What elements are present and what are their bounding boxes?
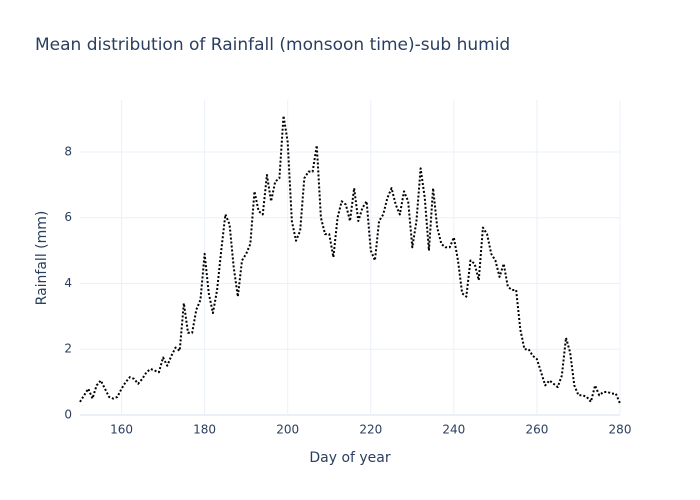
x-tick-label: 180 (193, 423, 216, 437)
x-axis-title: Day of year (309, 450, 391, 466)
x-tick-label: 220 (359, 423, 382, 437)
y-tick-label: 4 (64, 276, 72, 290)
y-axis-title: Rainfall (mm) (34, 211, 50, 306)
y-tick-label: 0 (64, 408, 72, 422)
y-tick-label: 2 (64, 342, 72, 356)
x-tick-label: 240 (442, 423, 465, 437)
chart-title: Mean distribution of Rainfall (monsoon t… (35, 35, 510, 55)
line (79, 114, 621, 404)
x-tick-label: 260 (525, 423, 548, 437)
x-tick-label: 280 (609, 423, 632, 437)
x-tick-label: 200 (276, 423, 299, 437)
y-tick-label: 8 (64, 144, 72, 158)
y-tick-label: 6 (64, 210, 72, 224)
x-tick-label: 160 (110, 423, 133, 437)
